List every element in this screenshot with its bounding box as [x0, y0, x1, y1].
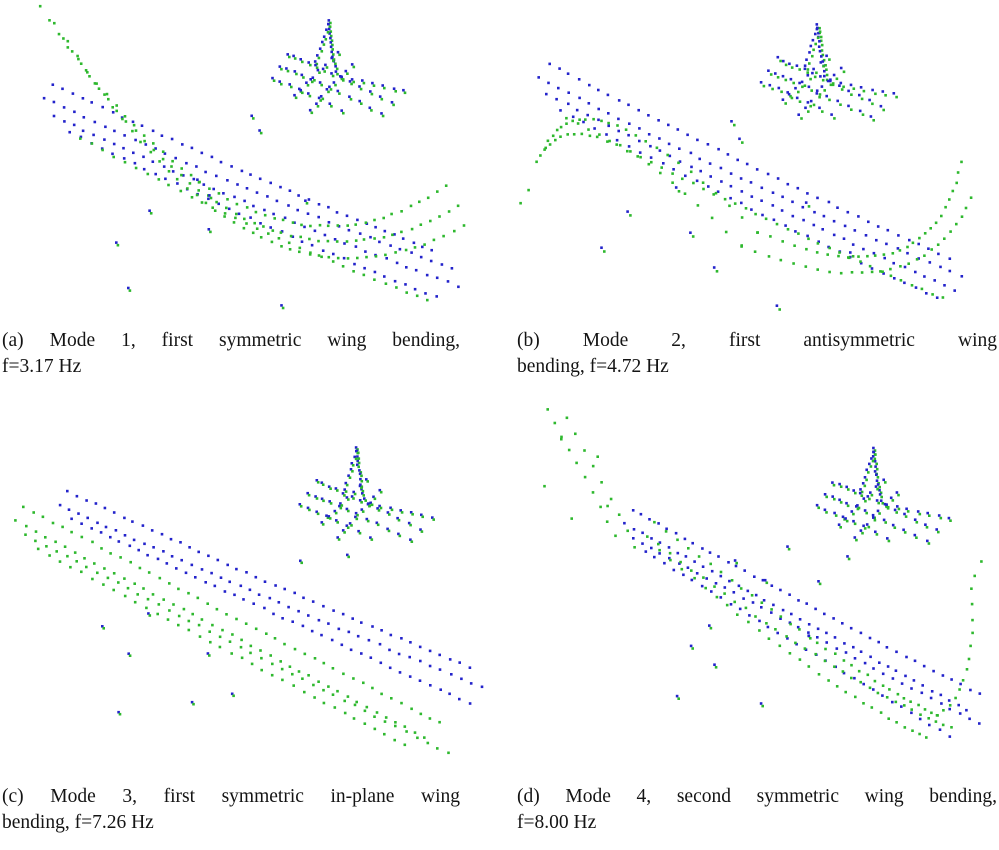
subcaption-c-line2: bending, f=7.26 Hz: [2, 812, 154, 833]
subcaption-b-line2: bending, f=4.72 Hz: [517, 356, 669, 377]
subcaption-d-line1: (d) Mode 4, second symmetric wing bendin…: [517, 786, 997, 807]
subcaption-b: (b) Mode 2, first antisymmetric wing ben…: [517, 328, 997, 380]
subcaption-a: (a) Mode 1, first symmetric wing bending…: [2, 328, 460, 380]
subcaption-b-line1: (b) Mode 2, first antisymmetric wing: [517, 330, 997, 351]
subcaption-c-line1: (c) Mode 3, first symmetric in-plane win…: [2, 786, 460, 807]
subcaption-d-line2: f=8.00 Hz: [517, 812, 597, 833]
mode-shape-plot-d: [543, 408, 983, 739]
subcaption-a-line2: f=3.17 Hz: [2, 356, 82, 377]
mode-shape-plot-b: [519, 23, 973, 311]
subcaption-c: (c) Mode 3, first symmetric in-plane win…: [2, 784, 460, 836]
mode-shape-plot-c: [14, 446, 484, 755]
subcaption-d: (d) Mode 4, second symmetric wing bendin…: [517, 784, 997, 836]
mode-shape-plot-a: [38, 4, 466, 310]
subcaption-a-line1: (a) Mode 1, first symmetric wing bending…: [2, 330, 460, 351]
